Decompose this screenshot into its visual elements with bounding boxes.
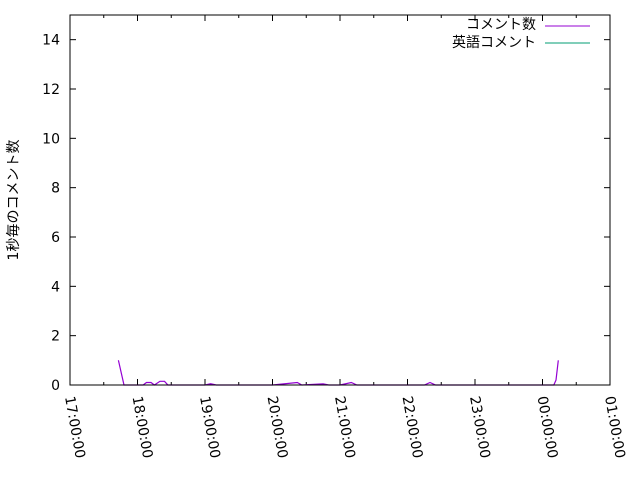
- y-tick-label: 14: [42, 33, 60, 49]
- legend: コメント数 英語コメント: [452, 17, 590, 51]
- y-tick-label: 8: [51, 181, 60, 197]
- x-axis-ticks: 17:00:00 18:00:00 19:00:00 20:00:00 21:00:00…: [61, 15, 628, 460]
- x-tick-label: 18:00:00: [129, 395, 156, 460]
- x-tick-label: 17:00:00: [61, 395, 88, 460]
- x-tick-label: 21:00:00: [331, 395, 358, 460]
- legend-label-1: 英語コメント: [452, 34, 536, 51]
- y-tick-label: 10: [42, 131, 60, 147]
- y-axis-ticks: 0 2 4 6 8 10 12 14: [42, 33, 610, 394]
- y-tick-label: 2: [51, 329, 60, 345]
- x-tick-label: 19:00:00: [196, 395, 223, 460]
- series-line-0: [117, 360, 559, 386]
- y-axis-label: 1秒毎のコメント数: [6, 140, 22, 261]
- x-tick-label: 20:00:00: [264, 395, 291, 460]
- plot-border: [69, 14, 611, 386]
- x-tick-label: 22:00:00: [399, 395, 426, 460]
- x-tick-label: 23:00:00: [466, 395, 493, 460]
- y-tick-label: 0: [51, 378, 60, 394]
- legend-label-0: コメント数: [466, 17, 536, 33]
- y-tick-label: 6: [51, 230, 60, 246]
- series-layer: [117, 360, 559, 386]
- x-tick-label: 01:00:00: [601, 395, 628, 460]
- y-tick-label: 12: [42, 82, 60, 98]
- y-tick-label: 4: [51, 279, 60, 295]
- x-tick-label: 00:00:00: [534, 395, 561, 460]
